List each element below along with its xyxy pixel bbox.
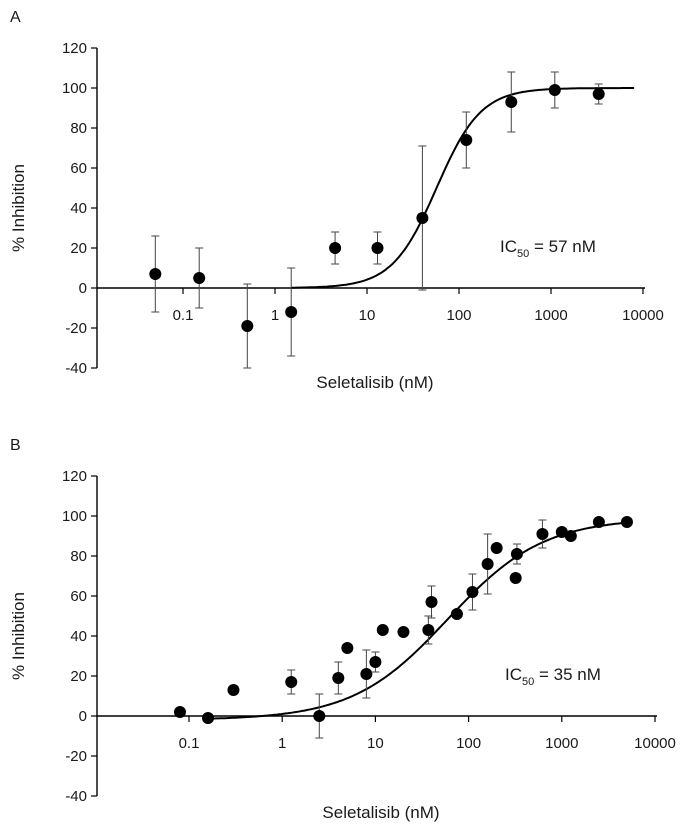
data-point [505, 96, 518, 108]
data-point [460, 134, 473, 146]
y-tick-label: -40 [65, 360, 87, 377]
data-point [329, 242, 342, 254]
data-point [227, 684, 240, 696]
x-tick-label: 100 [456, 735, 481, 752]
ic50-value: = 57 nM [529, 237, 596, 256]
data-point [422, 624, 435, 636]
data-point [548, 84, 561, 96]
panel-letter: B [10, 437, 21, 454]
y-tick-label: 40 [70, 628, 87, 645]
ic50-prefix: IC [500, 237, 517, 256]
data-point [481, 558, 494, 570]
data-point [466, 586, 479, 598]
data-point [592, 516, 605, 528]
ic50-annotation: IC50 = 57 nM [500, 237, 596, 260]
fit-curve [291, 87, 635, 289]
data-point [397, 626, 410, 638]
y-tick-label: 0 [79, 280, 87, 297]
data-point [193, 272, 206, 284]
y-tick-label: -20 [65, 748, 87, 765]
data-point [416, 212, 429, 224]
x-tick-label: 1000 [545, 735, 578, 752]
x-axis-title: Seletalisib (nM) [322, 803, 439, 822]
y-tick-label: 20 [70, 668, 87, 685]
data-point [376, 624, 389, 636]
y-tick-label: 120 [62, 468, 87, 485]
panel-b: B -40 -20 0 20 40 60 80 100 120 0.1 1 10 100 1000 10000… [9, 437, 676, 822]
y-tick-label: 40 [70, 200, 87, 217]
data-point [369, 656, 382, 668]
data-point [564, 530, 577, 542]
data-point [173, 706, 186, 718]
data-point [285, 306, 298, 318]
x-tick-label: 10 [367, 735, 384, 752]
y-tick-label: 0 [79, 708, 87, 725]
y-tick-label: -20 [65, 320, 87, 337]
x-tick-label: 0.1 [179, 735, 200, 752]
data-point [285, 676, 298, 688]
panel-a: A -40 -20 0 20 40 60 80 100 120 0.1 1 10 100 1000 10000… [9, 9, 664, 392]
y-tick-label: 120 [62, 40, 87, 57]
panel-letter: A [10, 9, 21, 26]
y-tick-label: 60 [70, 588, 87, 605]
y-tick-label: -40 [65, 788, 87, 805]
data-point [360, 668, 373, 680]
ic50-value: = 35 nM [534, 665, 601, 684]
x-tick-label: 10000 [622, 307, 664, 324]
data-point [149, 268, 162, 280]
x-axis-title: Seletalisib (nM) [316, 373, 433, 392]
x-tick-label: 1 [271, 307, 279, 324]
data-point [450, 608, 463, 620]
ic50-prefix: IC [505, 665, 522, 684]
data-point [490, 542, 503, 554]
data-point [592, 88, 605, 100]
x-tick-label: 10000 [634, 735, 676, 752]
data-point [313, 710, 326, 722]
ic50-subscript: 50 [522, 676, 534, 688]
data-point [555, 526, 568, 538]
x-tick-label: 10 [359, 307, 376, 324]
data-point [509, 572, 522, 584]
y-tick-label: 100 [62, 508, 87, 525]
data-point [341, 642, 354, 654]
y-tick-label: 100 [62, 80, 87, 97]
data-point [371, 242, 384, 254]
x-tick-label: 0.1 [173, 307, 194, 324]
data-point [425, 596, 438, 608]
ic50-subscript: 50 [517, 248, 529, 260]
data-point [536, 528, 549, 540]
x-tick-label: 1 [278, 735, 286, 752]
data-point [620, 516, 633, 528]
y-tick-label: 60 [70, 160, 87, 177]
data-point [332, 672, 345, 684]
y-tick-label: 20 [70, 240, 87, 257]
y-axis-title: % Inhibition [9, 592, 28, 680]
fit-curve [207, 521, 627, 720]
y-tick-label: 80 [70, 120, 87, 137]
x-tick-label: 1000 [534, 307, 567, 324]
data-point [202, 712, 215, 724]
data-point [510, 548, 523, 560]
ic50-annotation: IC50 = 35 nM [505, 665, 601, 688]
y-tick-label: 80 [70, 548, 87, 565]
y-axis-title: % Inhibition [9, 164, 28, 252]
data-point [241, 320, 254, 332]
x-tick-label: 100 [446, 307, 471, 324]
